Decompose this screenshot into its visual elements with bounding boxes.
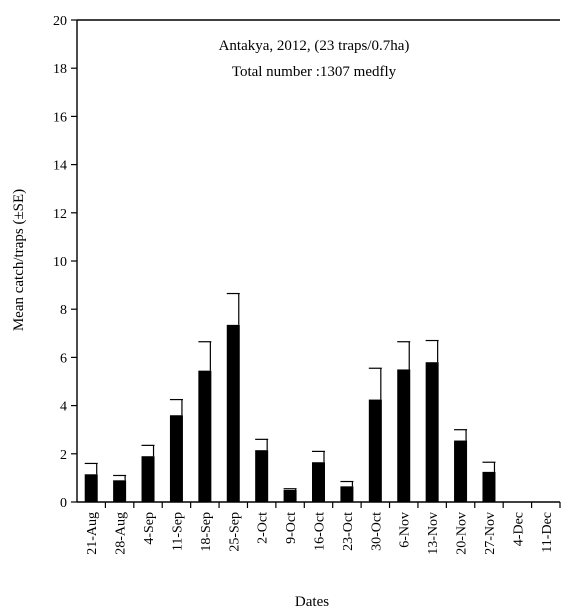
y-tick-label: 14: [53, 159, 67, 174]
x-tick-label: 9-Oct: [284, 512, 299, 544]
bar: [312, 462, 325, 502]
y-tick-label: 4: [60, 400, 67, 415]
y-tick-label: 2: [60, 448, 67, 463]
bar: [141, 456, 155, 502]
bar: [368, 399, 382, 502]
x-tick-label: 27-Nov: [483, 512, 498, 555]
plot-area: [76, 19, 560, 503]
y-tick-label: 10: [53, 255, 67, 270]
x-tick-label: 6-Nov: [398, 512, 413, 548]
y-tick-label: 8: [60, 303, 67, 318]
bar: [255, 450, 269, 502]
bar: [340, 486, 354, 502]
y-tick-label: 6: [60, 351, 67, 366]
x-tick-label: 13-Nov: [426, 512, 441, 555]
bar: [113, 480, 127, 502]
bar: [198, 370, 212, 502]
y-tick-label: 20: [53, 14, 67, 29]
x-tick-label: 4-Sep: [142, 512, 157, 545]
bars: [84, 324, 496, 502]
x-tick-label: 21-Aug: [85, 512, 100, 555]
bar: [482, 471, 496, 502]
bar: [283, 489, 297, 502]
x-axis-title: Dates: [295, 594, 329, 610]
x-tick-label: 2-Oct: [256, 512, 271, 544]
x-tick-label: 20-Nov: [455, 512, 470, 555]
x-tick-label: 23-Oct: [341, 512, 356, 551]
y-tick-label: 12: [53, 207, 67, 222]
annotation-line-2: Total number :1307 medfly: [232, 64, 397, 80]
x-tick-label: 30-Oct: [369, 512, 384, 551]
x-tick-label: 4-Dec: [511, 512, 526, 546]
bar: [84, 474, 98, 502]
bar: [169, 415, 183, 502]
x-tick-label: 11-Dec: [540, 512, 555, 553]
y-tick-label: 16: [53, 110, 67, 125]
x-tick-label: 25-Sep: [227, 512, 242, 552]
bar: [226, 324, 240, 502]
x-axis-ticks: 21-Aug 28-Aug 4-Sep 11-Sep 18-Sep 25-Sep 2-Oct…: [85, 502, 561, 555]
y-axis-title: Mean catch/traps (±SE): [11, 189, 27, 331]
annotation-line-1: Antakya, 2012, (23 traps/0.7ha): [219, 38, 410, 54]
y-tick-label: 18: [53, 62, 67, 77]
x-tick-label: 18-Sep: [199, 512, 214, 552]
bar: [454, 440, 468, 502]
x-tick-label: 28-Aug: [114, 512, 129, 555]
x-tick-label: 16-Oct: [313, 512, 328, 551]
y-tick-label: 0: [60, 496, 67, 511]
error-bars: [84, 292, 496, 490]
bar: [397, 369, 411, 502]
y-axis-ticks: 0 2 4 6 8 10 12 14 16 18 20: [53, 14, 77, 511]
bar: [425, 362, 439, 502]
x-tick-label: 11-Sep: [170, 512, 185, 551]
